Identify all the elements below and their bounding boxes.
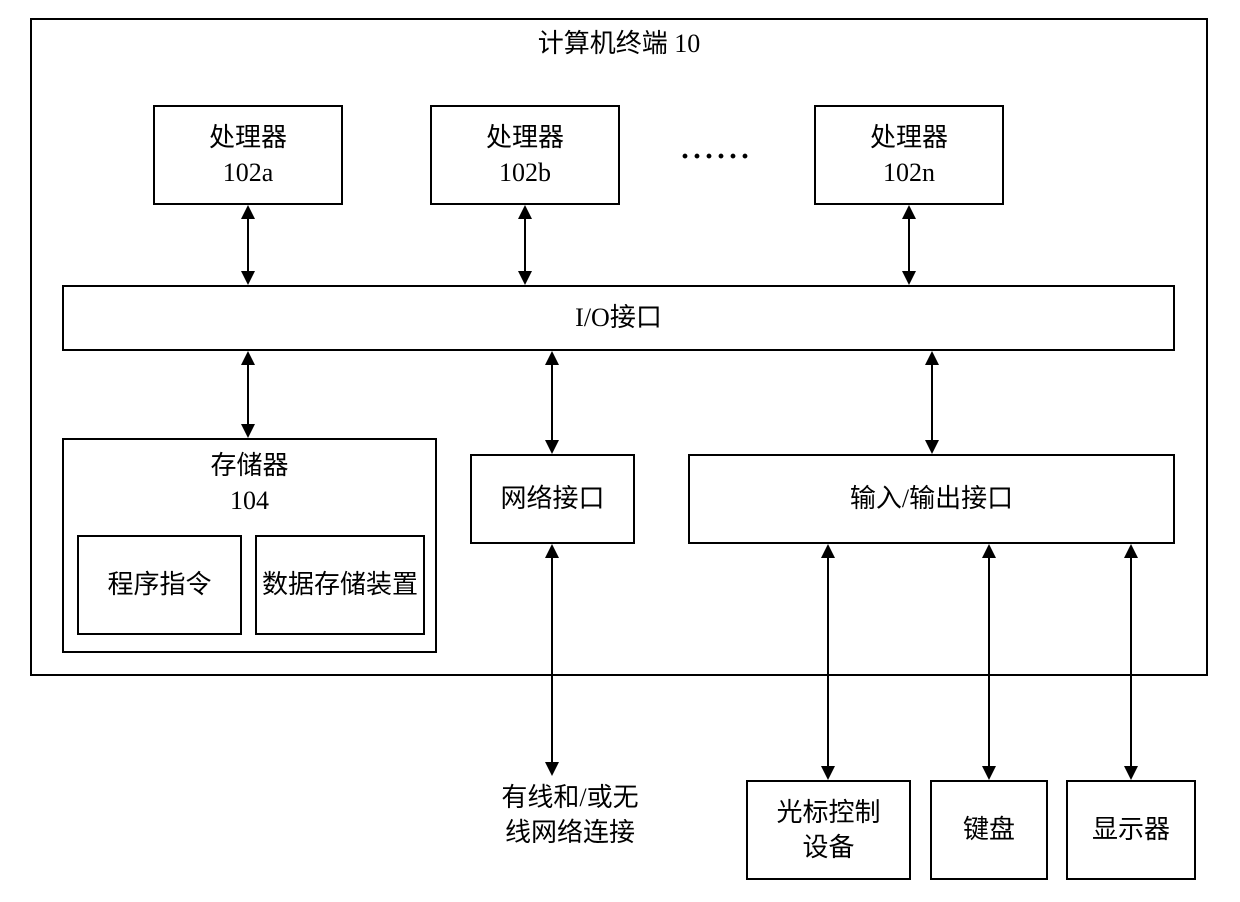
display-label: 显示器 — [1092, 812, 1170, 847]
processor-a-block: 处理器 102a — [153, 105, 343, 205]
processors-ellipsis: ······ — [680, 140, 752, 174]
processor-a-label: 处理器 — [209, 120, 287, 155]
keyboard-block: 键盘 — [930, 780, 1048, 880]
input-output-interface-block: 输入/输出接口 — [688, 454, 1175, 544]
program-instructions-block: 程序指令 — [77, 535, 242, 635]
memory-label: 存储器 — [210, 448, 288, 483]
cursor-control-label-1: 光标控制 — [776, 795, 880, 830]
processor-b-label: 处理器 — [486, 120, 564, 155]
outer-title: 计算机终端 10 — [538, 26, 701, 61]
processor-b-id: 102b — [499, 155, 551, 190]
io-interface-block: I/O接口 — [62, 285, 1175, 351]
input-output-interface-label: 输入/输出接口 — [850, 481, 1013, 516]
network-connection-label-2: 线网络连接 — [470, 815, 670, 850]
io-interface-label: I/O接口 — [575, 300, 662, 335]
processor-a-id: 102a — [223, 155, 274, 190]
network-interface-block: 网络接口 — [470, 454, 635, 544]
network-interface-label: 网络接口 — [500, 481, 604, 516]
network-connection-label-1: 有线和/或无 — [470, 780, 670, 815]
network-connection-label: 有线和/或无 线网络连接 — [470, 780, 670, 850]
data-storage-label: 数据存储装置 — [262, 567, 418, 602]
data-storage-block: 数据存储装置 — [255, 535, 425, 635]
processor-n-label: 处理器 — [870, 120, 948, 155]
processor-n-id: 102n — [883, 155, 935, 190]
memory-id: 104 — [230, 483, 269, 518]
keyboard-label: 键盘 — [963, 812, 1015, 847]
cursor-control-label-2: 设备 — [802, 830, 854, 865]
display-block: 显示器 — [1066, 780, 1196, 880]
cursor-control-block: 光标控制 设备 — [746, 780, 911, 880]
program-instructions-label: 程序指令 — [107, 567, 211, 602]
processor-b-block: 处理器 102b — [430, 105, 620, 205]
processor-n-block: 处理器 102n — [814, 105, 1004, 205]
